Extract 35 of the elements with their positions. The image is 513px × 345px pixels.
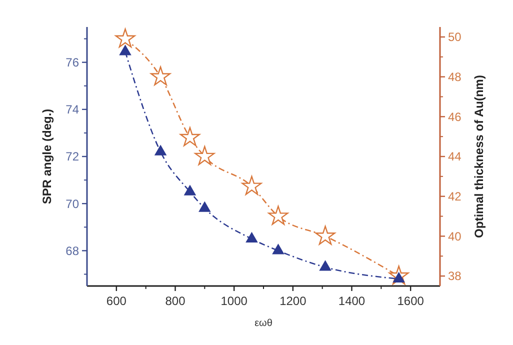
y2-tick-label: 46 bbox=[448, 110, 462, 124]
y-tick-label: 74 bbox=[66, 102, 80, 117]
y2-tick-label: 40 bbox=[448, 229, 462, 244]
y2-tick-label: 50 bbox=[448, 30, 462, 44]
y2-axis-title: Optimal thickness of Au(nm) bbox=[472, 75, 486, 238]
point bbox=[272, 244, 284, 254]
x-tick-label: 1400 bbox=[338, 294, 366, 308]
y-axis-title: SPR angle (deg.) bbox=[40, 108, 54, 204]
y2-tick-label: 42 bbox=[448, 190, 462, 204]
point bbox=[315, 226, 336, 245]
point bbox=[184, 185, 196, 196]
y2-tick-label: 44 bbox=[448, 150, 462, 164]
y-tick-label: 76 bbox=[66, 56, 80, 70]
y2-tick-label: 38 bbox=[448, 269, 462, 284]
point bbox=[246, 232, 258, 242]
point bbox=[120, 45, 131, 56]
point bbox=[150, 66, 171, 86]
x-tick-label: 1000 bbox=[220, 294, 248, 308]
point bbox=[198, 202, 210, 212]
x-axis-title: εωθ bbox=[254, 318, 273, 329]
point bbox=[115, 28, 136, 48]
x-tick-label: 600 bbox=[106, 294, 127, 308]
x-tick-label: 1600 bbox=[397, 294, 424, 308]
point bbox=[242, 176, 262, 195]
y-tick-label: 70 bbox=[66, 196, 80, 211]
y2-tick-label: 48 bbox=[448, 70, 462, 84]
point bbox=[320, 260, 331, 271]
x-tick-label: 1200 bbox=[280, 294, 307, 308]
point bbox=[154, 145, 166, 156]
point bbox=[194, 146, 215, 166]
x-tick-label: 800 bbox=[165, 294, 186, 308]
y-tick-label: 68 bbox=[66, 244, 80, 258]
y-tick-label: 72 bbox=[66, 150, 80, 164]
point bbox=[268, 206, 288, 225]
point bbox=[180, 127, 200, 146]
